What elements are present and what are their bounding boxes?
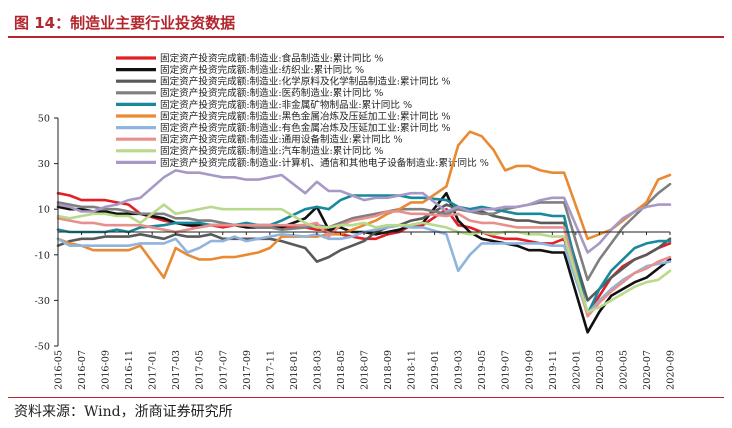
x-tick-label-12: 2018-05	[336, 350, 347, 390]
legend-label-7: 固定资产投资完成额:制造业:通用设备制造业:累计同比 %	[160, 134, 403, 146]
series-line-4	[56, 194, 672, 316]
x-tick-label-4: 2017-01	[148, 350, 159, 390]
y-tick-label-3: 10	[38, 205, 50, 216]
x-tick-label-10: 2018-01	[289, 350, 300, 390]
x-tick-label-26: 2020-09	[666, 350, 677, 390]
x-tick-label-0: 2016-05	[54, 350, 65, 390]
series-line-2	[56, 203, 672, 302]
x-tick-label-5: 2017-03	[171, 350, 182, 390]
y-tick-label-5: 50	[38, 114, 50, 125]
y-tick-label-0: -50	[35, 342, 50, 353]
source-divider	[8, 397, 724, 398]
y-tick-label-2: -10	[35, 250, 50, 261]
line-chart: 固定资产投资完成额:制造业:食品制造业:累计同比 %固定资产投资完成额:制造业:…	[35, 52, 677, 390]
legend-label-6: 固定资产投资完成额:制造业:有色金属冶炼及压延加工业:累计同比 %	[160, 122, 451, 134]
x-tick-label-14: 2018-09	[383, 350, 394, 390]
y-tick-label-4: 30	[38, 159, 50, 170]
series-line-5	[56, 130, 672, 279]
x-tick-label-17: 2019-03	[454, 350, 465, 390]
x-tick-label-15: 2018-11	[407, 350, 418, 390]
x-tick-label-8: 2017-09	[242, 350, 253, 390]
series-line-3	[56, 182, 672, 282]
x-tick-label-7: 2017-07	[218, 350, 229, 390]
source-note: 资料来源：Wind，浙商证券研究所	[14, 404, 233, 420]
x-tick-label-21: 2019-11	[548, 350, 559, 390]
x-tick-label-16: 2019-01	[430, 350, 441, 390]
x-tick-label-25: 2020-07	[642, 350, 653, 390]
series-line-7	[56, 210, 672, 318]
x-tick-label-18: 2019-05	[477, 350, 488, 390]
title-divider	[8, 36, 724, 38]
x-tick-label-11: 2018-03	[312, 350, 323, 390]
x-tick-label-13: 2018-07	[360, 350, 371, 390]
series-line-8	[56, 203, 672, 314]
x-tick-label-23: 2020-03	[595, 350, 606, 390]
legend-label-1: 固定资产投资完成额:制造业:纺织业:累计同比 %	[160, 64, 364, 76]
figure-title: 图 14：制造业主要行业投资数据	[14, 14, 236, 32]
legend-label-8: 固定资产投资完成额:制造业:汽车制造业:累计同比 %	[160, 145, 383, 157]
legend-label-3: 固定资产投资完成额:制造业:医药制造业:累计同比 %	[160, 87, 383, 99]
legend-label-0: 固定资产投资完成额:制造业:食品制造业:累计同比 %	[160, 52, 383, 64]
legend-label-2: 固定资产投资完成额:制造业:化学原料及化学制品制造业:累计同比 %	[160, 76, 451, 88]
legend-label-9: 固定资产投资完成额:制造业:计算机、通信和其他电子设备制造业:累计同比 %	[160, 157, 489, 169]
legend-label-5: 固定资产投资完成额:制造业:黑色金属冶炼及压延加工业:累计同比 %	[160, 110, 451, 122]
x-tick-label-22: 2020-01	[571, 350, 582, 390]
x-tick-label-24: 2020-05	[618, 350, 629, 390]
x-tick-label-2: 2016-09	[101, 350, 112, 390]
y-tick-label-1: -30	[35, 296, 50, 307]
axes: -50 -30 -10 10 30 50 2016-05 2016-07 2016-09 2016…	[35, 114, 677, 390]
x-tick-label-6: 2017-05	[195, 350, 206, 390]
legend: 固定资产投资完成额:制造业:食品制造业:累计同比 %固定资产投资完成额:制造业:…	[116, 52, 489, 169]
legend-label-4: 固定资产投资完成额:制造业:非金属矿物制品业:累计同比 %	[160, 99, 412, 111]
x-tick-label-9: 2017-11	[265, 350, 276, 390]
x-tick-label-19: 2019-07	[501, 350, 512, 390]
series-line-9	[56, 169, 672, 254]
x-tick-label-3: 2016-11	[124, 350, 135, 390]
x-tick-label-20: 2019-09	[524, 350, 535, 390]
x-tick-label-1: 2016-07	[77, 350, 88, 390]
